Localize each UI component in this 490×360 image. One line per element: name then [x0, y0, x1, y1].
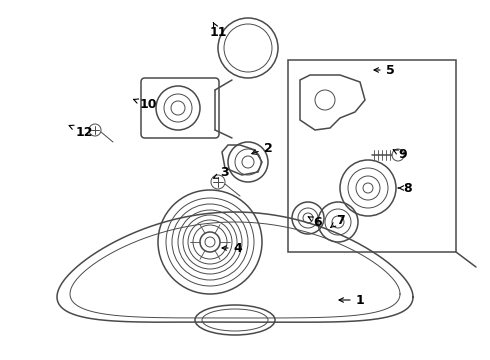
Text: 7: 7	[331, 213, 344, 228]
Text: 2: 2	[252, 141, 272, 154]
Text: 5: 5	[374, 63, 394, 77]
Bar	[288, 60, 456, 252]
Text: 3: 3	[214, 166, 228, 180]
Text: 10: 10	[133, 99, 157, 112]
Text: 9: 9	[393, 148, 407, 162]
Text: 4: 4	[222, 242, 243, 255]
Text: 11: 11	[209, 23, 227, 39]
Text: 8: 8	[398, 181, 412, 194]
Text: 1: 1	[339, 293, 365, 306]
Text: 6: 6	[308, 216, 322, 229]
Text: 12: 12	[69, 125, 93, 139]
